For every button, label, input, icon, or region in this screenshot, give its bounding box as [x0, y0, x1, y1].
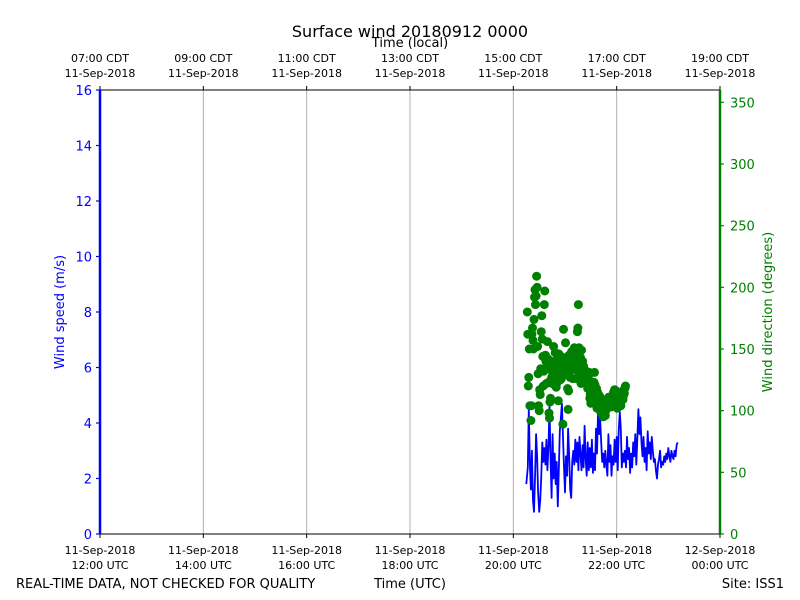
top-tick-date: 11-Sep-2018 [65, 67, 136, 80]
wind-direction-point [563, 404, 573, 414]
wind-direction-point [529, 314, 539, 324]
left-tick-label: 10 [75, 251, 92, 266]
bottom-tick-date: 12-Sep-2018 [685, 544, 756, 557]
wind-direction-point [546, 393, 555, 403]
wind-direction-point [537, 311, 547, 321]
left-tick-label: 8 [84, 306, 92, 321]
bottom-axis-label: Time (UTC) [373, 577, 446, 592]
left-axis-label: Wind speed (m/s) [53, 255, 68, 369]
wind-direction-point [621, 381, 630, 391]
top-tick-time: 13:00 CDT [381, 52, 439, 65]
wind-direction-point [542, 337, 552, 347]
right-tick-label: 0 [730, 528, 738, 543]
wind-direction-point [561, 338, 570, 348]
top-tick-time: 07:00 CDT [71, 52, 129, 65]
top-axis-label: Time (local) [371, 36, 448, 51]
right-tick-label: 250 [730, 220, 755, 235]
top-tick-time: 19:00 CDT [691, 52, 749, 65]
wind-direction-point [533, 342, 543, 351]
wind-direction-point [558, 419, 568, 429]
wind-direction-point [528, 323, 537, 333]
right-tick-label: 100 [730, 405, 755, 420]
top-tick-date: 11-Sep-2018 [478, 67, 549, 80]
bottom-tick-date: 11-Sep-2018 [65, 544, 136, 557]
right-axis-label: Wind direction (degrees) [761, 232, 776, 392]
top-tick-date: 11-Sep-2018 [581, 67, 652, 80]
wind-direction-point [523, 381, 533, 391]
top-tick-date: 11-Sep-2018 [168, 67, 239, 80]
top-tick-time: 11:00 CDT [278, 52, 336, 65]
wind-direction-point [534, 406, 544, 416]
wind-direction-point [564, 386, 574, 396]
wind-direction-point [531, 291, 541, 301]
wind-direction-point [553, 396, 563, 406]
top-tick-date: 11-Sep-2018 [375, 67, 446, 80]
left-axis-ticks: 0 2 4 6 8 10 12 14 16 [75, 84, 100, 543]
top-tick-time: 17:00 CDT [588, 52, 646, 65]
right-axis-ticks: 0 50 100 150 200 250 300 350 [720, 96, 755, 543]
wind-direction-point [535, 390, 545, 400]
left-tick-label: 0 [84, 528, 92, 543]
bottom-tick-date: 11-Sep-2018 [168, 544, 239, 557]
wind-direction-point [559, 324, 568, 334]
left-tick-label: 14 [75, 140, 92, 155]
bottom-axis-ticks: 11-Sep-2018 12:00 UTC 11-Sep-2018 14:00 UTC… [65, 534, 756, 572]
wind-direction-point [536, 327, 546, 337]
wind-direction-point [532, 271, 542, 281]
bottom-tick-time: 14:00 UTC [175, 559, 232, 572]
quality-disclaimer: REAL-TIME DATA, NOT CHECKED FOR QUALITY [16, 577, 315, 592]
top-tick-time: 15:00 CDT [484, 52, 542, 65]
wind-direction-point [573, 323, 583, 333]
bottom-tick-time: 22:00 UTC [588, 559, 645, 572]
wind-direction-point [526, 401, 536, 411]
right-tick-label: 200 [730, 281, 755, 296]
bottom-tick-time: 20:00 UTC [485, 559, 542, 572]
left-tick-label: 12 [75, 195, 92, 210]
wind-direction-point [524, 372, 534, 382]
bottom-tick-date: 11-Sep-2018 [375, 544, 446, 557]
chart-title: Surface wind 20180912 0000 [292, 22, 528, 41]
left-tick-label: 4 [84, 417, 92, 432]
right-tick-label: 150 [730, 343, 755, 358]
wind-direction-point [522, 307, 532, 317]
site-label: Site: ISS1 [722, 577, 784, 592]
bottom-tick-time: 00:00 UTC [691, 559, 748, 572]
wind-direction-point [528, 335, 538, 345]
bottom-tick-time: 12:00 UTC [71, 559, 128, 572]
wind-direction-point [531, 300, 540, 310]
bottom-tick-date: 11-Sep-2018 [581, 544, 652, 557]
right-tick-label: 350 [730, 96, 755, 111]
wind-direction-point [532, 282, 542, 292]
top-tick-date: 11-Sep-2018 [685, 67, 756, 80]
vertical-gridlines [202, 90, 618, 534]
wind-direction-point [539, 300, 549, 310]
wind-direction-point [577, 345, 586, 355]
left-tick-label: 16 [75, 84, 92, 99]
wind-direction-point [590, 367, 599, 377]
top-tick-time: 09:00 CDT [174, 52, 232, 65]
bottom-tick-time: 16:00 UTC [278, 559, 335, 572]
bottom-tick-date: 11-Sep-2018 [478, 544, 549, 557]
top-tick-date: 11-Sep-2018 [271, 67, 342, 80]
right-tick-label: 50 [730, 466, 747, 481]
top-axis-ticks: 07:00 CDT 11-Sep-2018 09:00 CDT 11-Sep-2018… [65, 52, 756, 90]
wind-direction-series [522, 271, 630, 429]
wind-direction-point [540, 286, 550, 296]
wind-direction-point [573, 300, 583, 310]
right-tick-label: 300 [730, 158, 755, 173]
wind-speed-line [525, 402, 679, 513]
left-tick-label: 6 [84, 362, 92, 377]
left-tick-label: 2 [84, 473, 92, 488]
bottom-tick-date: 11-Sep-2018 [271, 544, 342, 557]
wind-speed-series [525, 402, 679, 513]
wind-direction-point [545, 413, 554, 423]
bottom-tick-time: 18:00 UTC [381, 559, 438, 572]
wind-direction-point [526, 416, 536, 425]
